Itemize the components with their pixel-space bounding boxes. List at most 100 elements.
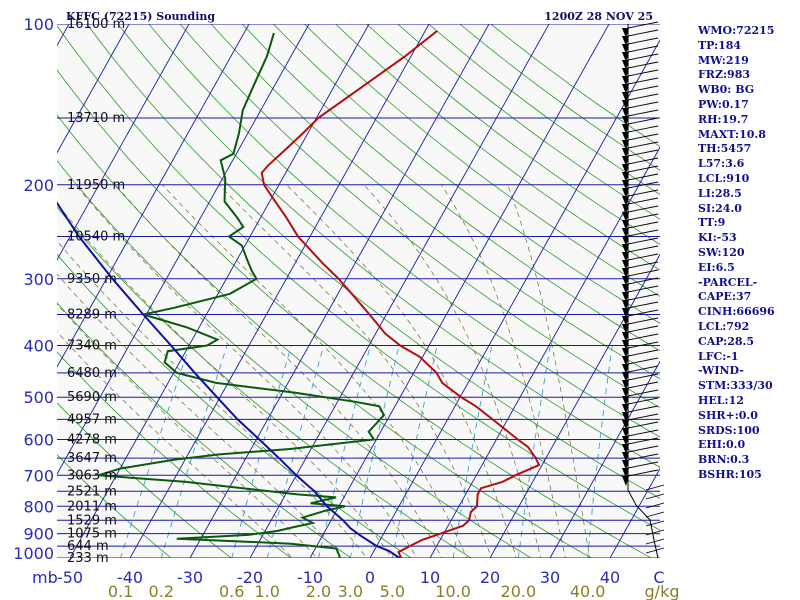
wind-barb [627, 157, 659, 165]
dry-adiabat [273, 24, 660, 324]
isotherm [369, 39, 660, 558]
stat-line: MW:219 [698, 53, 749, 67]
wind-flag [622, 340, 629, 350]
wind-flag [622, 68, 629, 78]
height-label: 10540 m [67, 229, 125, 244]
wind-barb [627, 261, 659, 269]
wind-barb [627, 453, 659, 461]
mixing-ratio-line [517, 345, 551, 558]
height-label: 7340 m [67, 339, 117, 354]
temperature-tick-label: -40 [117, 568, 143, 587]
wind-barb [627, 21, 659, 29]
wind-barb [627, 421, 659, 429]
wind-barb [645, 493, 665, 500]
wind-flag [622, 228, 629, 238]
temperature-unit-label: C [653, 568, 664, 587]
wind-flag [622, 172, 629, 182]
height-label: 16100 m [67, 17, 125, 32]
isotherm [309, 24, 610, 558]
wind-flag [622, 356, 629, 366]
wind-flag [622, 380, 629, 390]
stat-line: L57:3.6 [698, 157, 745, 171]
height-label: 4278 m [67, 433, 117, 448]
wind-flag [622, 100, 629, 110]
chart-time: 1200Z 28 NOV 25 [544, 10, 653, 23]
mb-unit-label: mb [32, 568, 58, 587]
wind-barb [627, 109, 659, 117]
moist-adiabat [75, 184, 418, 558]
wind-flag [622, 252, 629, 262]
height-label: 11950 m [67, 178, 125, 193]
wind-flag [622, 316, 629, 326]
dry-adiabat [366, 24, 660, 245]
wind-flag [622, 52, 629, 62]
stat-line: PW:0.17 [698, 97, 749, 111]
mixing-ratio-tick-label: 5.0 [380, 582, 405, 600]
height-label: 8289 m [67, 308, 117, 323]
wind-barb [627, 53, 659, 61]
wind-barb [627, 293, 659, 301]
wind-flag [622, 164, 629, 174]
stat-line: RH:19.7 [698, 112, 749, 126]
stat-line: SHR+:0.0 [698, 408, 758, 422]
wind-barb [627, 181, 659, 189]
stat-line: TT:9 [698, 216, 726, 230]
wind-barb [645, 538, 665, 545]
wind-barb [627, 469, 659, 477]
isotherm [249, 24, 550, 558]
moist-adiabat [507, 184, 591, 558]
wind-flag [622, 324, 629, 334]
dry-adiabat [304, 24, 660, 297]
wind-barb [627, 45, 659, 53]
stat-line: -PARCEL- [698, 275, 758, 289]
temperature-tick-label: 30 [540, 568, 560, 587]
temperature-tick-label: -30 [177, 568, 203, 587]
wind-flag [622, 388, 629, 398]
wind-flag [622, 140, 629, 150]
stat-line: SRDS:100 [698, 423, 760, 437]
wind-barb [627, 189, 659, 197]
isotherm [57, 24, 130, 154]
mixing-ratio-tick-label: 2.0 [306, 582, 331, 600]
wind-barb [627, 229, 659, 237]
stat-line: HEL:12 [698, 393, 744, 407]
temperature-tick-label: -50 [57, 568, 83, 587]
wind-barb [627, 85, 659, 93]
wind-flag [622, 348, 629, 358]
wind-flag [622, 36, 629, 46]
wind-barb [627, 29, 659, 37]
wind-staff-lower [627, 489, 659, 559]
dry-adiabat [57, 351, 292, 558]
wind-flag [622, 460, 629, 470]
dry-adiabat [335, 24, 660, 271]
stat-line: TP:184 [698, 38, 742, 52]
temperature-line [260, 30, 541, 558]
wind-barb [627, 357, 659, 365]
stat-line: -WIND- [698, 364, 744, 378]
wind-barb [645, 484, 665, 491]
dry-adiabat [57, 402, 232, 558]
wind-barb [627, 445, 659, 453]
wind-barb [627, 277, 659, 285]
height-label: 13710 m [67, 111, 125, 126]
dewpoint-line [98, 32, 386, 558]
wind-barb [627, 77, 659, 85]
wind-flag [622, 396, 629, 406]
wind-flag [622, 188, 629, 198]
stat-line: TH:5457 [698, 142, 752, 156]
mixing-ratio-line [349, 345, 400, 558]
height-label: 9350 m [67, 272, 117, 287]
wind-barb [627, 205, 659, 213]
mixing-ratio-line [318, 345, 371, 558]
wind-barb [627, 165, 659, 173]
isotherm [0, 12, 16, 569]
mixing-ratio-tick-label: 0.1 [108, 582, 133, 600]
wind-flag [622, 276, 629, 286]
wind-flag [622, 92, 629, 102]
wind-flag [622, 260, 629, 270]
wind-barb [627, 349, 659, 357]
wind-barb [627, 69, 659, 77]
stat-line: LCL:792 [698, 319, 750, 333]
wind-barb [627, 117, 659, 125]
moist-adiabat [286, 184, 517, 558]
